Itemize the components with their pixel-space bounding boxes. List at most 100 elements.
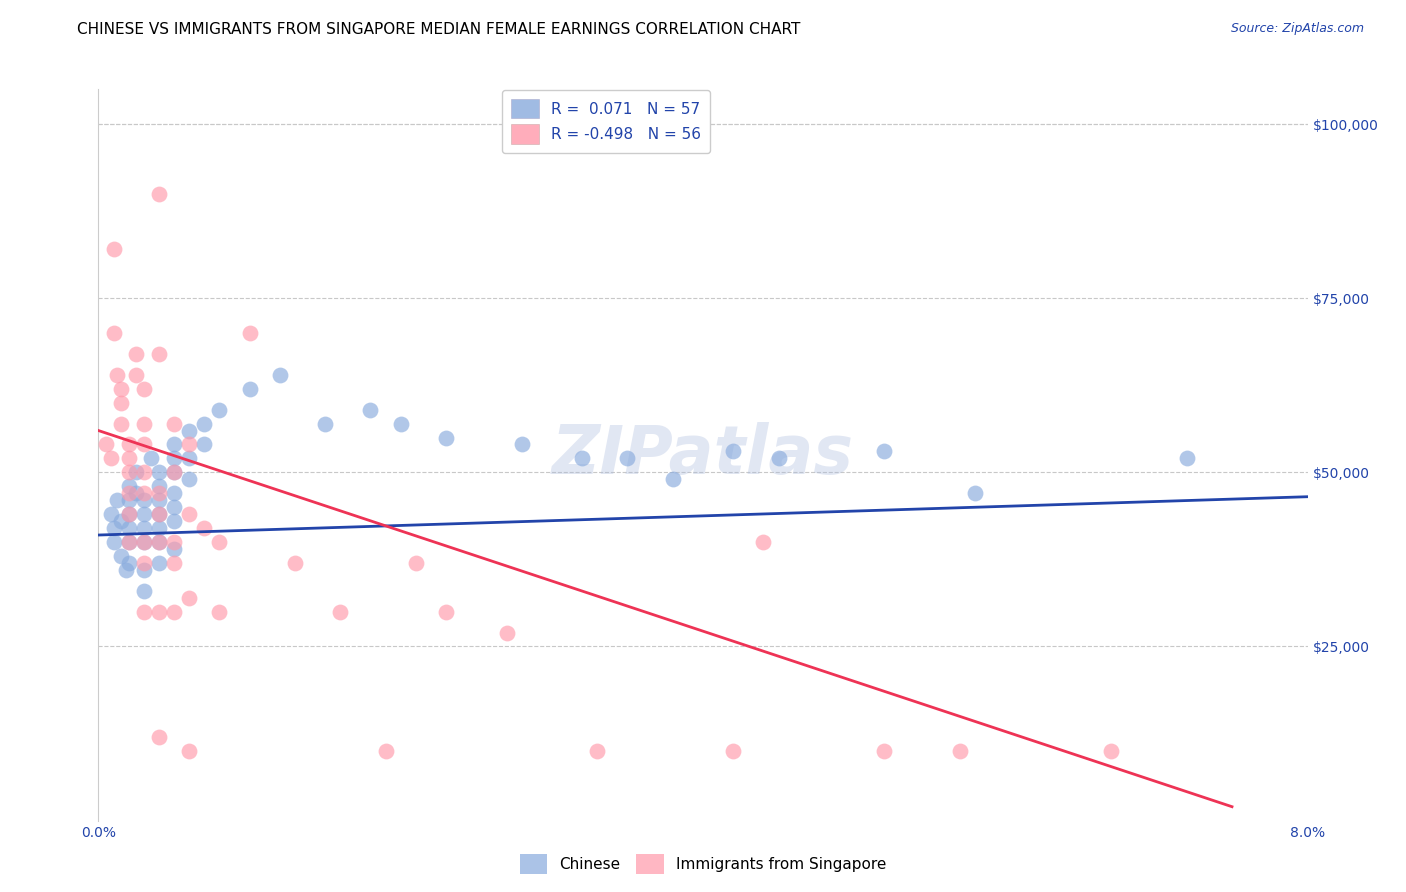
Point [100,451,122,466]
Point [193,437,215,451]
Point [374,744,396,758]
Point [132,535,155,549]
Point [752,535,775,549]
Point [768,451,790,466]
Point [434,430,457,444]
Point [118,556,141,570]
Point [239,382,262,396]
Point [314,417,336,431]
Point [125,486,148,500]
Text: CHINESE VS IMMIGRANTS FROM SINGAPORE MEDIAN FEMALE EARNINGS CORRELATION CHART: CHINESE VS IMMIGRANTS FROM SINGAPORE MED… [77,22,800,37]
Point [163,417,186,431]
Point [723,444,745,458]
Point [148,493,170,508]
Point [179,591,201,605]
Point [360,402,382,417]
Point [163,486,186,500]
Point [118,535,141,549]
Point [616,451,638,466]
Point [132,437,155,451]
Point [148,507,170,521]
Point [163,466,186,480]
Point [148,466,170,480]
Point [586,744,609,758]
Point [105,368,128,382]
Point [163,541,186,556]
Point [723,744,745,758]
Point [94,437,117,451]
Point [148,521,170,535]
Point [148,507,170,521]
Point [284,556,307,570]
Point [118,466,141,480]
Point [125,466,148,480]
Point [110,382,132,396]
Point [132,521,155,535]
Point [132,417,155,431]
Point [965,486,987,500]
Point [118,493,141,508]
Point [163,466,186,480]
Legend: Chinese, Immigrants from Singapore: Chinese, Immigrants from Singapore [513,848,893,880]
Point [163,535,186,549]
Point [148,535,170,549]
Point [208,402,231,417]
Point [510,437,533,451]
Point [118,535,141,549]
Point [118,486,141,500]
Point [208,535,231,549]
Point [103,243,125,257]
Point [148,730,170,744]
Point [110,549,132,563]
Point [110,395,132,409]
Point [1099,744,1122,758]
Point [163,605,186,619]
Point [132,486,155,500]
Point [103,326,125,340]
Point [132,563,155,577]
Point [118,507,141,521]
Point [571,451,593,466]
Legend: R =  0.071   N = 57, R = -0.498   N = 56: R = 0.071 N = 57, R = -0.498 N = 56 [502,89,710,153]
Point [389,417,412,431]
Point [125,368,148,382]
Point [208,605,231,619]
Point [193,417,215,431]
Point [495,625,517,640]
Point [179,451,201,466]
Point [148,535,170,549]
Point [132,556,155,570]
Point [141,451,163,466]
Point [179,424,201,438]
Point [163,437,186,451]
Point [163,451,186,466]
Point [163,556,186,570]
Point [148,479,170,493]
Point [179,472,201,486]
Point [118,507,141,521]
Point [163,514,186,528]
Point [329,605,352,619]
Point [103,535,125,549]
Point [873,744,896,758]
Point [405,556,427,570]
Point [132,605,155,619]
Point [132,466,155,480]
Point [103,521,125,535]
Point [179,744,201,758]
Point [949,744,972,758]
Point [110,514,132,528]
Point [148,186,170,201]
Point [125,347,148,361]
Point [873,444,896,458]
Point [148,347,170,361]
Point [1175,451,1198,466]
Point [239,326,262,340]
Point [179,437,201,451]
Point [132,535,155,549]
Point [105,493,128,508]
Point [114,563,136,577]
Point [148,556,170,570]
Point [118,451,141,466]
Text: Source: ZipAtlas.com: Source: ZipAtlas.com [1230,22,1364,36]
